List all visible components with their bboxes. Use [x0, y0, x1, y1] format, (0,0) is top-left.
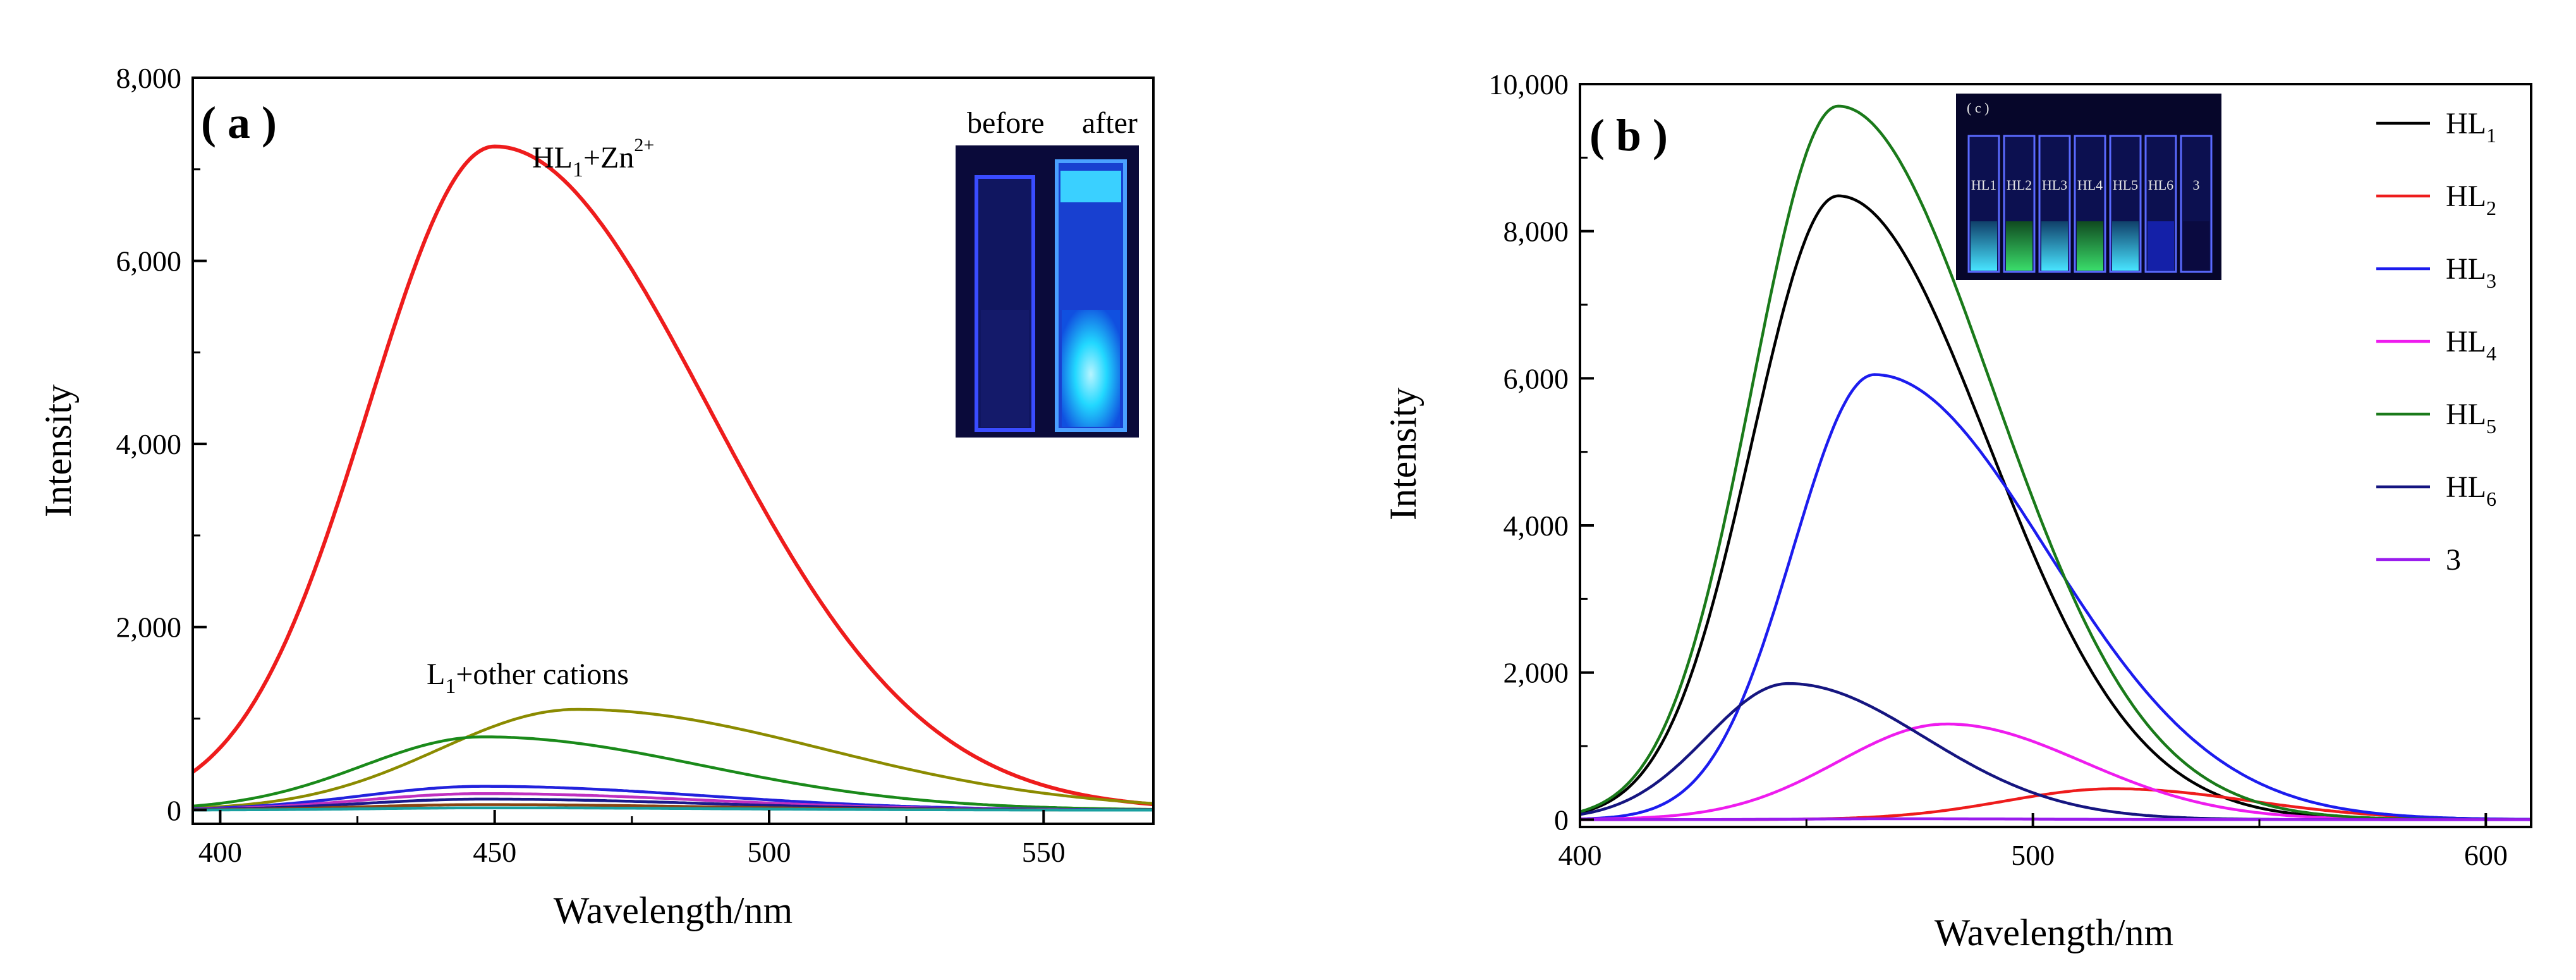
x-tick-label: 400 — [198, 836, 242, 868]
inset-vial-liquid — [2006, 221, 2032, 271]
legend-label: HL1 — [2446, 107, 2496, 147]
y-tick-label: 4,000 — [1504, 510, 1569, 542]
y-tick-label: 0 — [1554, 804, 1569, 836]
legend-label: HL3 — [2446, 252, 2496, 292]
inset-vial-liquid — [2183, 221, 2209, 271]
panel-b-x-axis-title: Wavelength/nm — [1935, 912, 2173, 953]
y-tick-label: 2,000 — [1504, 657, 1569, 689]
series-line-hl3 — [1580, 373, 2531, 821]
inset-vial-label: HL5 — [2113, 177, 2138, 193]
inset-vial-label: HL4 — [2077, 177, 2103, 193]
x-tick-label: 500 — [748, 836, 791, 868]
y-tick-label: 10,000 — [1489, 68, 1569, 101]
series-line-olive — [193, 707, 1153, 810]
inset-label-before: before — [967, 106, 1045, 140]
annotation-hl1-zn-sup: 2+ — [634, 135, 654, 156]
panel-a-y-axis-title: Intensity — [37, 384, 79, 517]
legend-label-sub: 5 — [2486, 415, 2496, 438]
legend-label-sub: 2 — [2486, 197, 2496, 219]
annotation-other-cations-sub: 1 — [445, 675, 456, 698]
inset-vial-label: 3 — [2193, 177, 2200, 193]
x-tick-label: 450 — [473, 836, 516, 868]
x-tick-label: 600 — [2464, 839, 2508, 871]
y-tick-label: 2,000 — [116, 611, 182, 644]
panel-b-inset: ( c ) HL1 HL2 HL3 HL4 HL5 HL6 3 — [1956, 94, 2221, 280]
panel-b-lines — [1580, 104, 2531, 821]
inset-label-after: after — [1082, 106, 1138, 140]
legend-label: 3 — [2446, 543, 2461, 577]
y-tick-label: 6,000 — [1504, 362, 1569, 395]
vial-after-liquid-glow — [1062, 310, 1120, 427]
vial-after-top — [1060, 171, 1121, 202]
annotation-other-cations: L1+other cations — [427, 658, 629, 698]
panel-a-x-axis-title: Wavelength/nm — [554, 890, 793, 931]
annotation-hl1-zn-base: HL — [532, 141, 573, 175]
inset-vial-liquid — [1971, 221, 1997, 271]
legend-label-sub: 3 — [2486, 269, 2496, 292]
panel-a-lines — [193, 144, 1153, 812]
y-tick-label: 0 — [167, 794, 181, 826]
series-line-green — [193, 735, 1153, 811]
annotation-hl1-zn: HL1+Zn2+ — [532, 135, 654, 181]
legend-label-sub: 6 — [2486, 487, 2496, 510]
inset-vial-liquid — [2041, 221, 2068, 271]
inset-c-title: ( c ) — [1967, 100, 1989, 116]
legend-label: HL6 — [2446, 470, 2496, 510]
series-line-hl1-zn2- — [193, 144, 1153, 807]
panel-b-ticks: 400 500 600 0 2,000 4,000 6,000 8,000 10,000 — [1489, 68, 2508, 871]
inset-c-vials: HL1 HL2 HL3 HL4 HL5 HL6 3 — [1967, 135, 2213, 273]
series-line-teal — [193, 806, 1153, 812]
y-tick-label: 8,000 — [116, 62, 182, 94]
legend-label-sub: 4 — [2486, 342, 2496, 365]
inset-vial-label: HL6 — [2148, 177, 2173, 193]
panel-a-ticks: 400 450 500 550 0 2,000 4,000 6,000 8,000 — [116, 62, 1066, 868]
inset-vial-liquid — [2077, 221, 2103, 271]
legend-label-sub: 1 — [2486, 124, 2496, 147]
x-tick-label: 550 — [1022, 836, 1066, 868]
inset-vial-label: HL1 — [1971, 177, 1996, 193]
annotation-hl1-zn-sub: 1 — [573, 158, 583, 181]
panel-a: ( a ) 400 450 500 55002,0004,0006,0008,000 … — [37, 62, 1155, 931]
legend-label-base: HL — [2446, 470, 2486, 504]
legend-label-base: HL — [2446, 180, 2486, 213]
series-line-hl1 — [1580, 194, 2531, 821]
series-line-hl5 — [1580, 104, 2531, 821]
legend-label-base: 3 — [2446, 543, 2461, 577]
inset-vial-liquid — [2112, 221, 2139, 271]
x-tick-label: 500 — [2011, 839, 2055, 871]
inset-vial-label: HL2 — [2007, 177, 2032, 193]
annotation-other-cations-base: L — [427, 658, 445, 691]
panel-a-inset: before after — [956, 106, 1139, 438]
annotation-hl1-zn-mid: +Zn — [583, 141, 634, 175]
y-tick-label: 6,000 — [116, 245, 182, 278]
panel-a-label: ( a ) — [201, 97, 277, 148]
y-tick-label: 4,000 — [116, 428, 182, 460]
legend-label-base: HL — [2446, 325, 2486, 358]
vial-before-liquid — [981, 310, 1029, 427]
legend-label-base: HL — [2446, 252, 2486, 286]
panel-b-y-axis-title: Intensity — [1382, 388, 1424, 520]
legend-label: HL2 — [2446, 180, 2496, 219]
panel-b-plot-frame — [1579, 83, 2532, 828]
x-tick-label: 400 — [1558, 839, 1602, 871]
y-tick-label: 8,000 — [1504, 216, 1569, 248]
panel-b-label: ( b ) — [1589, 110, 1668, 161]
legend-label: HL4 — [2446, 325, 2496, 365]
panel-b: ( b ) 400 500 600 0 2,000 4,000 6,000 8,000 10,0… — [1382, 68, 2532, 953]
inset-vial-label: HL3 — [2042, 177, 2067, 193]
panel-a-plot-frame — [191, 77, 1155, 825]
legend-label: HL5 — [2446, 398, 2496, 438]
legend-label-base: HL — [2446, 107, 2486, 140]
legend-label-base: HL — [2446, 398, 2486, 431]
inset-vial-liquid — [2148, 221, 2174, 271]
annotation-other-cations-mid: +other cations — [456, 658, 629, 691]
